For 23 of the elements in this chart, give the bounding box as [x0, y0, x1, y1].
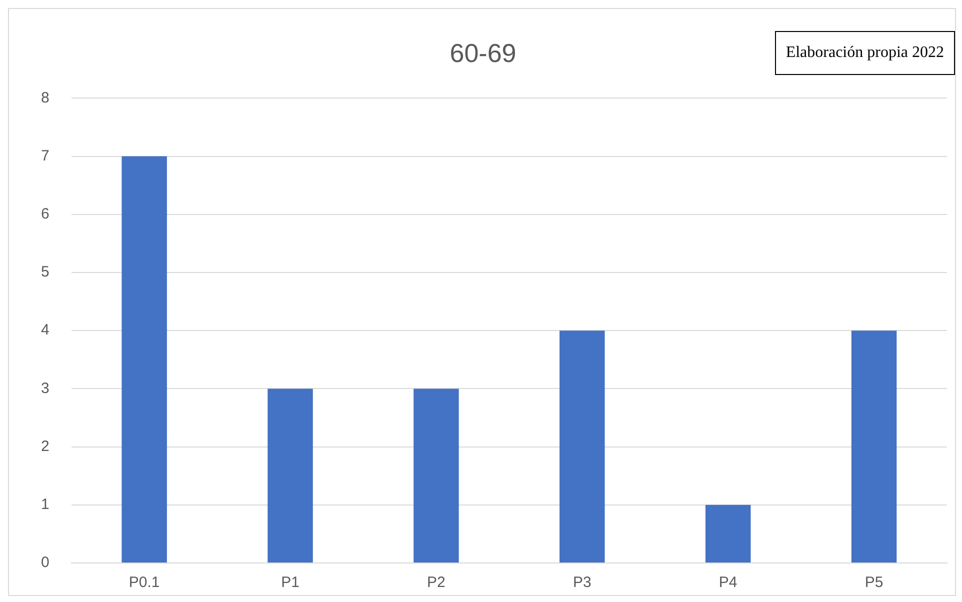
x-tick-label: P1 [281, 574, 300, 592]
y-tick-label: 5 [41, 264, 50, 281]
y-tick-label: 8 [41, 89, 50, 106]
bar [851, 330, 897, 562]
y-tick-label: 2 [41, 438, 50, 455]
bar [122, 156, 167, 562]
x-tick-label: P5 [864, 574, 884, 592]
y-tick-label: 6 [41, 206, 50, 223]
x-tick-label: P2 [427, 574, 446, 592]
y-tick-label: 7 [41, 147, 50, 164]
chart-title: 60-69 [450, 38, 516, 68]
y-tick-label: 1 [41, 496, 50, 514]
y-tick-label: 3 [41, 380, 50, 397]
x-tick-label: P0.1 [128, 574, 160, 592]
x-tick-label: P4 [718, 574, 738, 592]
y-tick-label: 4 [41, 322, 50, 339]
x-tick-label: P3 [572, 574, 592, 592]
bar [705, 504, 751, 562]
y-tick-label: 0 [41, 554, 50, 572]
bar [414, 388, 459, 562]
text: Elaboración propia 2022 [774, 31, 955, 75]
bar [268, 388, 313, 562]
bar [560, 330, 605, 562]
